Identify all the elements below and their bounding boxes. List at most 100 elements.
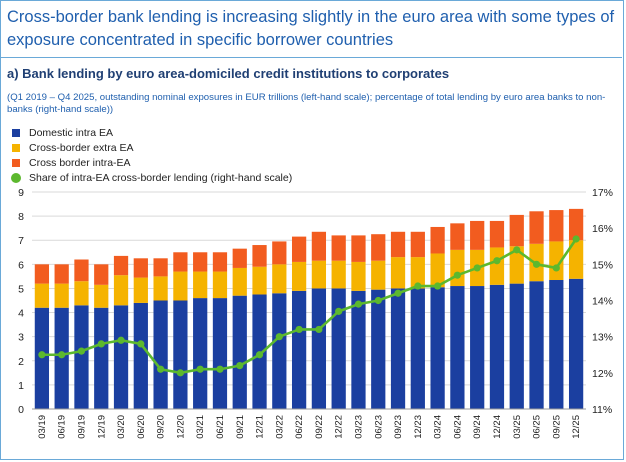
bar-domestic bbox=[549, 280, 564, 409]
x-tick-label: 12/24 bbox=[492, 415, 503, 439]
share-point bbox=[137, 340, 145, 348]
x-tick-label: 03/25 bbox=[512, 415, 523, 439]
x-tick-label: 09/19 bbox=[76, 415, 87, 439]
bar-domestic bbox=[133, 302, 148, 409]
x-tick-label: 12/19 bbox=[96, 415, 107, 439]
x-tick-label: 09/25 bbox=[551, 415, 562, 439]
share-point bbox=[513, 246, 521, 254]
share-point bbox=[117, 336, 125, 344]
bar-domestic bbox=[450, 286, 465, 409]
bar-extra-ea bbox=[351, 261, 366, 291]
share-point bbox=[157, 365, 165, 373]
y-tick-label: 0 bbox=[18, 404, 24, 416]
bar-intra-ea bbox=[390, 231, 406, 258]
x-tick-label: 03/21 bbox=[195, 415, 206, 439]
divider bbox=[0, 57, 622, 58]
bar-intra-ea bbox=[272, 241, 287, 265]
bar-extra-ea bbox=[34, 283, 50, 308]
y2-tick-label: 15% bbox=[592, 259, 613, 271]
bar-intra-ea bbox=[173, 252, 188, 272]
bar-intra-ea bbox=[252, 245, 267, 267]
share-point bbox=[354, 300, 363, 308]
bar-domestic bbox=[74, 305, 89, 409]
share-point bbox=[77, 347, 86, 355]
x-tick-label: 12/22 bbox=[334, 415, 345, 439]
bar-domestic bbox=[291, 290, 307, 409]
share-point bbox=[295, 325, 303, 334]
bar-extra-ea bbox=[450, 249, 465, 287]
legend-item-extra-ea: Cross-border extra EA bbox=[10, 140, 292, 155]
x-tick-label: 09/23 bbox=[393, 415, 404, 439]
legend-item-share: Share of intra-EA cross-border lending (… bbox=[10, 170, 292, 185]
bar-domestic bbox=[489, 284, 505, 409]
bar-intra-ea bbox=[450, 223, 465, 250]
bar-extra-ea bbox=[74, 281, 89, 306]
bar-domestic bbox=[153, 300, 168, 409]
legend-label: Share of intra-EA cross-border lending (… bbox=[29, 171, 293, 184]
bar-intra-ea bbox=[568, 208, 584, 241]
bar-extra-ea bbox=[568, 240, 584, 279]
bar-intra-ea bbox=[311, 231, 327, 261]
bar-domestic bbox=[371, 289, 386, 409]
x-tick-label: 06/24 bbox=[452, 415, 463, 439]
bar-domestic bbox=[509, 283, 524, 409]
bar-intra-ea bbox=[509, 214, 524, 247]
x-tick-label: 12/25 bbox=[571, 415, 582, 439]
x-tick-label: 06/25 bbox=[532, 415, 543, 439]
bar-intra-ea bbox=[193, 252, 208, 272]
bar-domestic bbox=[232, 295, 247, 409]
x-tick-label: 06/23 bbox=[373, 415, 384, 439]
share-point bbox=[453, 271, 461, 279]
bar-extra-ea bbox=[54, 283, 69, 308]
y2-tick-label: 11% bbox=[592, 404, 612, 416]
bar-domestic bbox=[193, 298, 208, 409]
y-tick-label: 6 bbox=[18, 259, 24, 271]
y-tick-label: 7 bbox=[18, 235, 24, 247]
y2-tick-label: 16% bbox=[592, 223, 613, 235]
bar-intra-ea bbox=[549, 210, 564, 242]
bar-extra-ea bbox=[272, 264, 287, 294]
x-tick-label: 03/19 bbox=[37, 415, 48, 439]
share-point bbox=[493, 257, 501, 265]
x-tick-label: 06/19 bbox=[57, 415, 68, 439]
legend-item-domestic: Domestic intra EA bbox=[10, 125, 292, 140]
y2-tick-label: 12% bbox=[592, 368, 613, 380]
y-tick-label: 3 bbox=[18, 332, 24, 344]
bar-intra-ea bbox=[34, 264, 50, 284]
share-point bbox=[216, 365, 224, 373]
bar-extra-ea bbox=[549, 241, 564, 281]
bar-extra-ea bbox=[173, 271, 188, 301]
share-line bbox=[41, 238, 578, 375]
bar-domestic bbox=[212, 298, 228, 409]
y-tick-label: 1 bbox=[18, 380, 24, 392]
share-point bbox=[394, 289, 402, 297]
chart-note: (Q1 2019 – Q4 2025, outstanding nominal … bbox=[7, 92, 606, 115]
bar-domestic bbox=[390, 288, 406, 409]
x-tick-label: 03/23 bbox=[353, 415, 364, 439]
bar-extra-ea bbox=[193, 271, 208, 299]
bar-intra-ea bbox=[331, 235, 346, 261]
bar-intra-ea bbox=[410, 231, 425, 258]
bar-extra-ea bbox=[94, 284, 109, 308]
bar-intra-ea bbox=[94, 264, 109, 285]
bar-intra-ea bbox=[153, 258, 168, 277]
bar-extra-ea bbox=[212, 271, 228, 299]
share-point bbox=[275, 333, 283, 341]
bar-extra-ea bbox=[153, 276, 168, 301]
y2-tick-label: 14% bbox=[592, 296, 613, 308]
share-point bbox=[58, 351, 66, 359]
y2-tick-label: 13% bbox=[592, 332, 613, 344]
y2-tick-label: 17% bbox=[592, 187, 613, 199]
bar-extra-ea bbox=[291, 261, 307, 291]
x-tick-label: 12/21 bbox=[255, 415, 266, 439]
share-point bbox=[255, 351, 264, 359]
bar-intra-ea bbox=[212, 252, 228, 272]
x-tick-label: 09/22 bbox=[314, 415, 325, 439]
bar-domestic bbox=[94, 307, 109, 409]
y-tick-label: 8 bbox=[18, 211, 24, 223]
legend-item-intra-ea: Cross border intra-EA bbox=[10, 155, 292, 170]
bar-domestic bbox=[331, 288, 346, 409]
x-tick-label: 03/22 bbox=[274, 415, 285, 439]
bar-intra-ea bbox=[529, 211, 544, 244]
bar-extra-ea bbox=[133, 277, 148, 303]
